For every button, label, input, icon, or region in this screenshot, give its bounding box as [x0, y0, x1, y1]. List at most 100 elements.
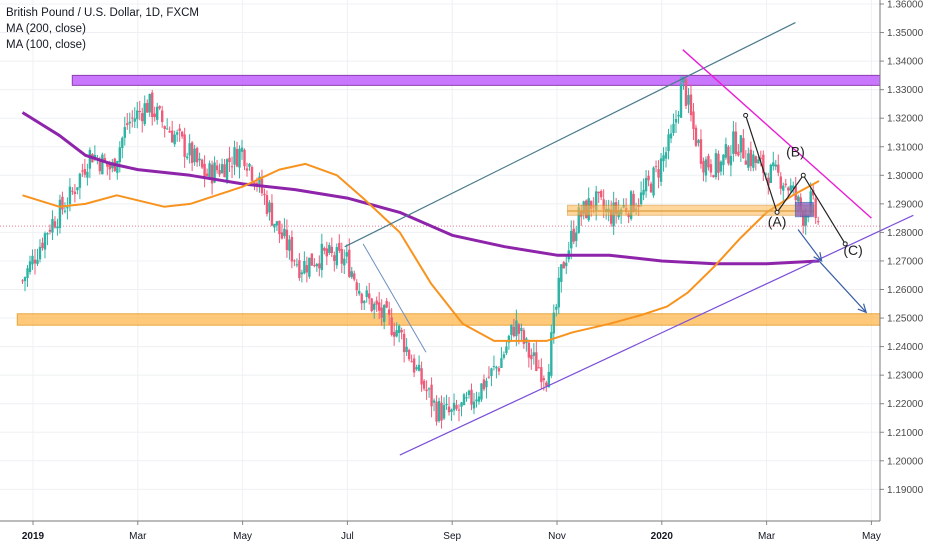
candle-down	[759, 157, 763, 159]
candle-down	[370, 298, 373, 312]
candle-down	[360, 293, 363, 304]
candle-up	[43, 233, 47, 250]
candle-down	[649, 183, 653, 193]
candle-up	[697, 140, 700, 144]
candle-up	[550, 332, 553, 376]
wave-label: (A)	[768, 214, 787, 230]
candle-up	[547, 371, 551, 388]
candle-down	[228, 157, 231, 163]
wave-label: (C)	[843, 242, 862, 258]
candle-down	[482, 379, 486, 390]
candle-down	[210, 164, 214, 184]
candle-down	[517, 324, 521, 334]
candle-up	[669, 133, 673, 139]
candle-down	[141, 113, 144, 122]
ma100-legend: MA (100, close)	[6, 39, 86, 51]
candle-up	[757, 159, 760, 164]
candle-up	[427, 388, 431, 390]
candle-down	[348, 249, 351, 277]
candle-down	[243, 149, 246, 167]
position-box	[794, 201, 814, 218]
candle-down	[734, 131, 738, 154]
candle-down	[455, 404, 458, 409]
candle-down	[61, 196, 64, 210]
candle-up	[240, 147, 244, 152]
ma200-legend: MA (200, close)	[6, 23, 86, 35]
y-tick-label: 1.31000	[887, 142, 924, 153]
x-tick-label: Mar	[129, 531, 147, 542]
candle-down	[71, 190, 74, 192]
y-tick-label: 1.33000	[887, 85, 924, 96]
candle-down	[562, 262, 565, 269]
candle-down	[487, 376, 491, 378]
y-tick-label: 1.27000	[887, 256, 924, 267]
candle-down	[597, 191, 600, 194]
candle-up	[193, 148, 196, 163]
candle-down	[457, 409, 461, 411]
candle-up	[577, 207, 580, 233]
candle-down	[313, 265, 316, 267]
candle-up	[188, 143, 191, 156]
candle-down	[542, 378, 546, 381]
candle-up	[233, 147, 236, 165]
candle-down	[318, 263, 321, 269]
candle-down	[41, 242, 44, 249]
candle-down	[340, 248, 343, 264]
candle-up	[460, 402, 463, 407]
candle-down	[602, 199, 605, 210]
candle-up	[769, 164, 772, 183]
candle-down	[151, 92, 154, 118]
candle-up	[774, 164, 777, 167]
candle-up	[682, 76, 685, 83]
candle-up	[672, 123, 675, 133]
candle-down	[190, 142, 194, 164]
candle-down	[816, 221, 820, 223]
candle-down	[632, 193, 635, 212]
moving-averages	[21, 111, 820, 342]
y-tick-label: 1.26000	[887, 285, 924, 296]
candle-up	[133, 118, 136, 122]
candle-down	[163, 126, 166, 130]
candle-up	[118, 147, 121, 163]
wedge-top-line[interactable]	[682, 49, 872, 219]
candle-up	[662, 155, 665, 162]
candle-down	[98, 159, 102, 172]
candle-down	[727, 146, 730, 164]
candle-down	[215, 165, 219, 171]
candle-up	[467, 390, 471, 396]
candle-up	[510, 324, 513, 335]
candle-down	[183, 134, 186, 157]
candle-up	[465, 397, 468, 399]
candle-down	[355, 282, 358, 291]
candle-down	[333, 255, 336, 261]
candle-down	[410, 361, 413, 363]
trend-drawings[interactable]: (A) (B) (C)	[344, 22, 914, 456]
axes: 1.19000 1.20000 1.21000 1.22000 1.23000 1.240…	[0, 0, 924, 542]
candle-up	[724, 144, 728, 158]
candle-up	[594, 191, 598, 211]
y-tick-label: 1.25000	[887, 314, 924, 325]
candle-down	[330, 246, 334, 254]
candle-up	[46, 233, 49, 235]
candle-down	[278, 220, 281, 235]
candle-down	[425, 389, 428, 392]
upper-channel-line[interactable]	[344, 22, 796, 248]
candle-down	[709, 164, 713, 173]
candle-down	[402, 333, 406, 353]
lower-channel-line[interactable]	[399, 214, 914, 456]
candle-down	[377, 302, 381, 311]
price-zones[interactable]	[16, 74, 881, 326]
x-tick-label: Jul	[341, 531, 354, 542]
candle-up	[714, 153, 718, 178]
y-tick-label: 1.23000	[887, 371, 924, 382]
candle-up	[328, 244, 331, 253]
candle-down	[293, 260, 296, 262]
candle-down	[305, 265, 309, 273]
fall-line-line[interactable]	[362, 243, 427, 353]
candle-down	[784, 183, 787, 185]
x-tick-label: 2020	[651, 531, 674, 542]
candle-up	[789, 185, 792, 191]
candle-down	[195, 148, 199, 163]
candle-down	[126, 123, 129, 126]
